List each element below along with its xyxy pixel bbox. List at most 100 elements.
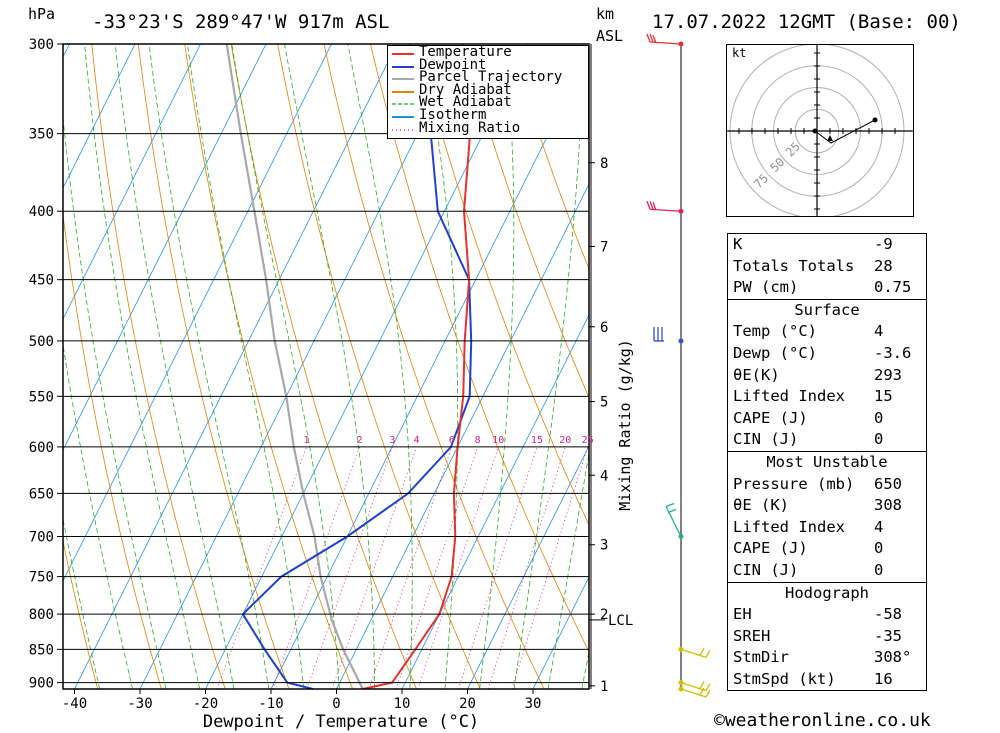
hodograph-unit-label: kt: [732, 46, 747, 60]
index-row: PW (cm) 0.75: [728, 277, 926, 299]
index-value: 0.75: [874, 278, 912, 297]
mixing-ratio-line: [417, 446, 499, 689]
isotherm-line: [63, 44, 136, 189]
wet-adiabat-line: [284, 44, 376, 689]
index-value: 4: [874, 322, 884, 341]
index-row: Dewp (°C) -3.6: [728, 343, 926, 365]
wet-adiabat-line: [513, 44, 585, 689]
index-row: Pressure (mb) 650: [728, 474, 926, 496]
mixing-ratio-line: [271, 446, 361, 689]
wind-barb: [680, 648, 711, 658]
wind-barb: [680, 687, 711, 698]
legend-label: Parcel Trajectory: [419, 69, 563, 86]
pressure-tick-label: 700: [29, 529, 54, 545]
temperature-tick-label: 20: [459, 696, 476, 712]
mixing-ratio-line: [216, 446, 307, 689]
isotherm-line: [205, 44, 529, 689]
wet-adiabat-line: [347, 44, 413, 689]
storm-motion-marker: [827, 135, 833, 141]
index-section-title: Surface: [794, 300, 860, 319]
pressure-tick-label: 400: [29, 204, 54, 220]
index-label: PW (cm): [733, 278, 799, 297]
index-value: 650: [874, 474, 902, 493]
legend-item: Mixing Ratio: [388, 121, 586, 136]
dry-adiabat-line: [370, 44, 589, 653]
mixing-ratio-line: [395, 446, 479, 689]
index-row: Temp (°C) 4: [728, 321, 926, 343]
index-section: Surface Temp (°C) 4 Dewp (°C) -3.6 θE(K) 293 Li…: [727, 298, 927, 451]
index-section: Most Unstable Pressure (mb) 650 θE (K) 308 Li…: [727, 450, 927, 582]
index-label: CIN (J): [733, 430, 799, 449]
legend-swatch: [392, 103, 414, 105]
dry-adiabat-line: [928, 44, 1000, 689]
dry-adiabat-line: [323, 44, 545, 689]
index-section: K -9 Totals Totals 28 PW (cm) 0.75: [727, 233, 927, 299]
pressure-tick-label: 600: [29, 440, 54, 456]
index-value: 308°: [874, 648, 912, 667]
index-label: EH: [733, 605, 752, 624]
x-axis-label: Dewpoint / Temperature (°C): [203, 712, 479, 732]
km-tick-label: 1: [600, 679, 608, 695]
index-row: Totals Totals 28: [728, 256, 926, 278]
wet-adiabat-line: [84, 44, 201, 689]
isotherm-line: [0, 44, 4, 689]
dry-adiabat-line: [509, 44, 589, 270]
legend-label: Dry Adiabat: [419, 81, 512, 98]
index-value: -9: [874, 235, 893, 253]
dry-adiabat-line: [416, 44, 589, 527]
km-tick-label: 4: [600, 468, 608, 484]
isotherm-line: [63, 44, 267, 451]
dry-adiabat-line: [974, 44, 1000, 689]
index-label: CAPE (J): [733, 539, 808, 558]
dry-adiabat-line: [137, 44, 290, 689]
hodograph-panel: kt 25 50 75: [726, 44, 914, 217]
lcl-label: LCL: [608, 613, 633, 629]
index-row: CIN (J) 0: [728, 560, 926, 582]
index-section-title: Most Unstable: [766, 452, 888, 471]
index-row: Lifted Index 15: [728, 386, 926, 408]
index-value: 293: [874, 365, 902, 384]
index-label: Dewp (°C): [733, 343, 817, 362]
mixing-ratio-line: [331, 446, 417, 689]
dry-adiabat-line: [230, 44, 417, 689]
copyright-footer: ©weatheronline.co.uk: [714, 710, 931, 731]
pressure-tick-label: 800: [29, 607, 54, 623]
temperature-tick-label: -20: [193, 696, 218, 712]
dry-adiabat-line: [184, 44, 354, 689]
index-label: Lifted Index: [733, 517, 845, 536]
wet-adiabat-line: [581, 649, 589, 689]
index-value: -3.6: [874, 343, 912, 362]
wet-adiabat-line: [63, 342, 133, 689]
temperature-tick-label: 10: [394, 696, 411, 712]
mixing-ratio-axis-label: Mixing Ratio (g/kg): [616, 339, 634, 511]
index-label: Lifted Index: [733, 387, 845, 406]
dry-adiabat-line: [277, 44, 481, 689]
index-label: θE (K): [733, 496, 789, 515]
pressure-tick-label: 500: [29, 334, 54, 350]
km-tick-label: 6: [600, 320, 608, 336]
legend-swatch: [392, 53, 414, 55]
isotherm-line: [467, 445, 589, 689]
index-label: Pressure (mb): [733, 474, 855, 493]
asl-label: ASL: [596, 27, 624, 45]
legend-item: Dewpoint: [388, 58, 586, 73]
pressure-tick-label: 300: [29, 37, 54, 53]
index-value: 0: [874, 430, 884, 449]
hodograph-ring-label: 50: [767, 155, 787, 175]
wind-barb: [646, 33, 682, 45]
mixing-ratio-line: [368, 446, 453, 689]
index-value: -58: [874, 605, 902, 624]
parcel-trajectory-line: [225, 44, 364, 689]
dry-adiabat-line: [462, 44, 589, 399]
mixing-ratio-line: [306, 446, 393, 689]
wind-barb: [653, 326, 664, 342]
hodograph-ring-label: 25: [783, 139, 803, 159]
hodograph-point: [872, 117, 878, 123]
index-value: 308: [874, 496, 902, 515]
index-label: StmSpd (kt): [733, 669, 836, 688]
mixing-ratio-tick-label: 1: [304, 435, 310, 446]
pressure-tick-label: 550: [29, 389, 54, 405]
dry-adiabat-line: [91, 44, 226, 689]
isotherm-line: [270, 52, 589, 689]
